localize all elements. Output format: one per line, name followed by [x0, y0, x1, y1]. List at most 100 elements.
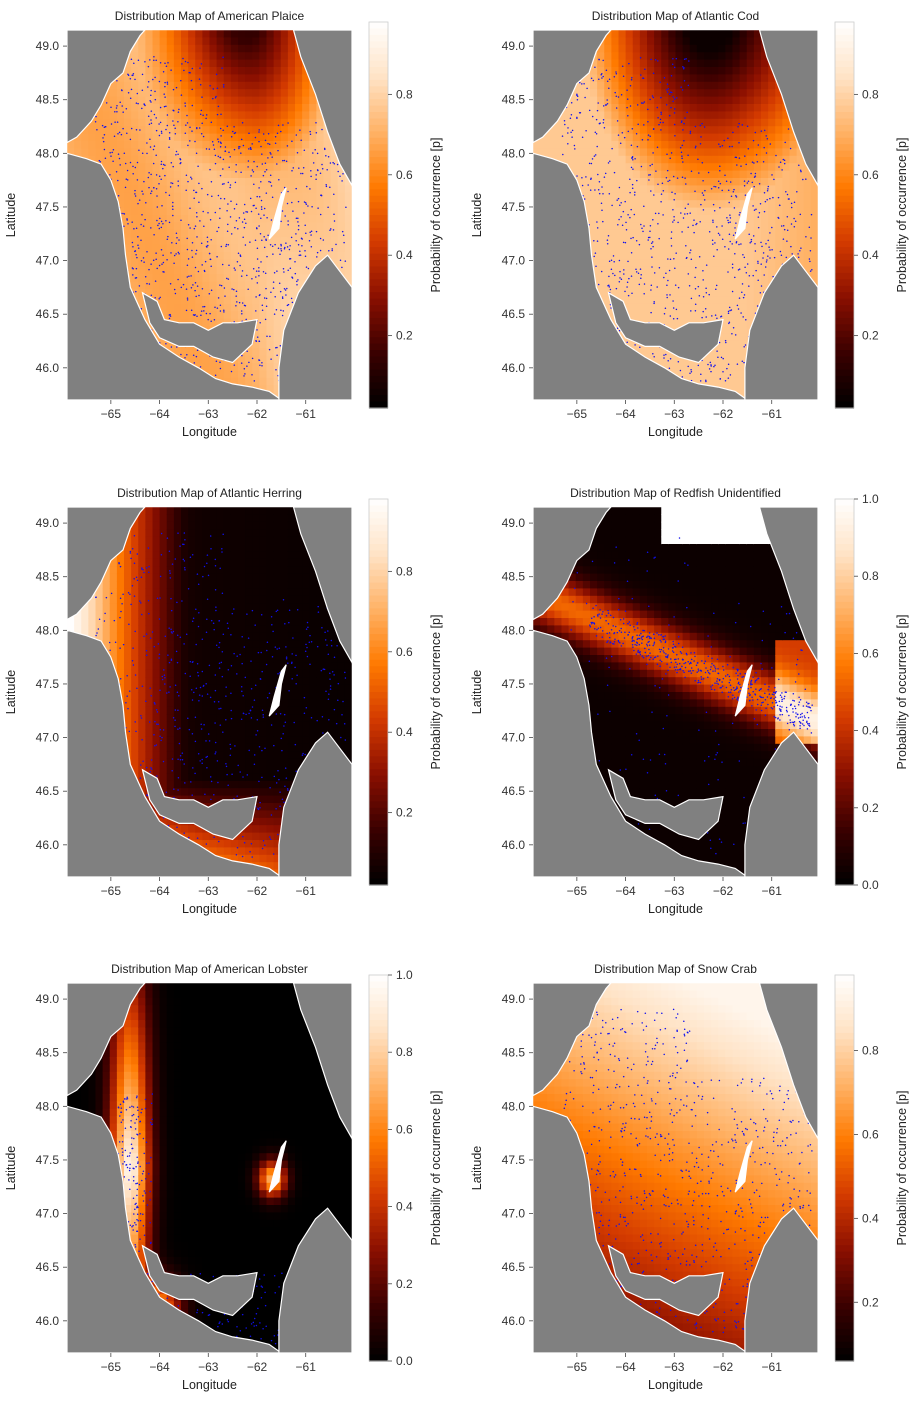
- x-tick-label: −61: [762, 1360, 783, 1374]
- x-tick-label: −63: [664, 884, 685, 898]
- y-tick-label: 46.0: [502, 361, 526, 375]
- colorbar-tick-label: 0.4: [862, 724, 879, 738]
- colorbar-tick-label: 0.6: [396, 645, 413, 659]
- y-tick-label: 48.5: [36, 93, 60, 107]
- probability-surface: [67, 30, 352, 400]
- colorbar-label: Probability of occurrence [p]: [895, 138, 909, 293]
- y-axis-label: Latitude: [470, 670, 484, 715]
- y-tick-label: 49.0: [502, 516, 526, 530]
- colorbar-tick-label: 0.0: [862, 878, 879, 892]
- y-tick-label: 48.5: [502, 1046, 526, 1060]
- survey-points: [562, 537, 813, 860]
- land-mass: [67, 30, 352, 400]
- map-panel-5: Distribution Map of Snow Crab −65 −64 −63 −6…: [470, 962, 909, 1392]
- colorbar-tick-label: 0.8: [862, 87, 879, 101]
- land-mass: [533, 30, 818, 400]
- panel-title: Distribution Map of Atlantic Herring: [117, 486, 302, 500]
- y-tick-label: 49.0: [36, 516, 60, 530]
- y-tick-label: 48.0: [502, 623, 526, 637]
- colorbar: 0.2 0.4 0.6 0.8 Probability of occurrence [p…: [368, 21, 443, 409]
- probability-surface: [533, 30, 818, 400]
- colorbar-label: Probability of occurrence [p]: [895, 615, 909, 770]
- y-tick-label: 46.0: [36, 1314, 60, 1328]
- colorbar-label: Probability of occurrence [p]: [429, 1091, 443, 1246]
- x-tick-label: −61: [296, 884, 317, 898]
- x-tick-label: −62: [247, 1360, 268, 1374]
- x-tick-label: −61: [296, 1360, 317, 1374]
- colorbar: 0.2 0.4 0.6 0.8 Probability of occurrence [p…: [368, 498, 443, 886]
- y-tick-label: 46.0: [36, 838, 60, 852]
- panel-title: Distribution Map of Redfish Unidentified: [570, 486, 781, 500]
- x-tick-label: −64: [615, 884, 636, 898]
- colorbar-tick-label: 0.8: [862, 569, 879, 583]
- land-mass: [67, 983, 352, 1353]
- y-tick-label: 48.0: [36, 1099, 60, 1113]
- y-tick-label: 47.0: [502, 731, 526, 745]
- y-tick-label: 48.0: [36, 623, 60, 637]
- y-axis-label: Latitude: [4, 193, 18, 238]
- y-tick-label: 48.5: [36, 1046, 60, 1060]
- x-tick-label: −63: [198, 1360, 219, 1374]
- y-tick-label: 47.5: [36, 1153, 60, 1167]
- y-tick-label: 46.5: [36, 1260, 60, 1274]
- colorbar-tick-label: 0.6: [862, 1127, 879, 1141]
- y-axis-label: Latitude: [470, 193, 484, 238]
- y-tick-label: 46.5: [502, 1260, 526, 1274]
- y-tick-label: 46.5: [502, 307, 526, 321]
- y-tick-label: 49.0: [502, 992, 526, 1006]
- colorbar: 0.0 0.2 0.4 0.6 0.8 1.0 Probability of occurre…: [368, 968, 443, 1368]
- colorbar-tick-label: 0.8: [396, 564, 413, 578]
- colorbar-tick-label: 0.8: [396, 1045, 413, 1059]
- probability-surface: [533, 983, 818, 1353]
- y-tick-label: 47.0: [502, 254, 526, 268]
- colorbar-tick-label: 0.2: [862, 329, 879, 343]
- x-tick-label: −65: [567, 884, 588, 898]
- x-tick-label: −64: [149, 1360, 170, 1374]
- y-tick-label: 46.0: [502, 1314, 526, 1328]
- y-tick-label: 48.5: [36, 570, 60, 584]
- y-tick-label: 48.0: [502, 146, 526, 160]
- y-tick-label: 47.5: [502, 1153, 526, 1167]
- x-tick-label: −65: [567, 407, 588, 421]
- x-axis-label: Longitude: [182, 425, 237, 439]
- y-tick-label: 47.0: [36, 1207, 60, 1221]
- y-tick-label: 49.0: [36, 39, 60, 53]
- x-tick-label: −62: [247, 407, 268, 421]
- panel-title: Distribution Map of American Plaice: [115, 9, 305, 23]
- y-axis-label: Latitude: [4, 1146, 18, 1191]
- map-panel-4: Distribution Map of American Lobster −65 −…: [4, 962, 443, 1392]
- colorbar-tick-label: 0.4: [396, 248, 413, 262]
- y-tick-label: 47.0: [502, 1207, 526, 1221]
- x-tick-label: −61: [762, 407, 783, 421]
- colorbar-tick-label: 0.6: [862, 168, 879, 182]
- colorbar-tick-label: 1.0: [396, 968, 413, 982]
- x-axis-label: Longitude: [648, 902, 703, 916]
- y-tick-label: 47.5: [36, 677, 60, 691]
- probability-surface: [533, 507, 818, 877]
- y-tick-label: 47.5: [502, 677, 526, 691]
- colorbar-tick-label: 0.4: [862, 1211, 879, 1225]
- y-tick-label: 49.0: [502, 39, 526, 53]
- colorbar: 0.0 0.2 0.4 0.6 0.8 1.0 Probability of occurre…: [834, 492, 909, 892]
- colorbar-label: Probability of occurrence [p]: [429, 138, 443, 293]
- x-tick-label: −64: [615, 1360, 636, 1374]
- x-tick-label: −64: [149, 884, 170, 898]
- x-tick-label: −63: [664, 407, 685, 421]
- colorbar-label: Probability of occurrence [p]: [429, 615, 443, 770]
- x-tick-label: −63: [198, 884, 219, 898]
- x-tick-label: −65: [101, 407, 122, 421]
- x-axis-label: Longitude: [648, 425, 703, 439]
- colorbar-tick-label: 0.2: [862, 801, 879, 815]
- colorbar-label: Probability of occurrence [p]: [895, 1091, 909, 1246]
- x-tick-label: −63: [198, 407, 219, 421]
- x-tick-label: −65: [101, 884, 122, 898]
- colorbar-tick-label: 0.8: [862, 1044, 879, 1058]
- x-tick-label: −62: [247, 884, 268, 898]
- land-mass: [533, 983, 818, 1353]
- land-mass: [533, 507, 818, 877]
- y-tick-label: 48.0: [36, 146, 60, 160]
- panel-title: Distribution Map of Snow Crab: [594, 962, 757, 976]
- x-axis-label: Longitude: [648, 1378, 703, 1392]
- colorbar-tick-label: 0.0: [396, 1354, 413, 1368]
